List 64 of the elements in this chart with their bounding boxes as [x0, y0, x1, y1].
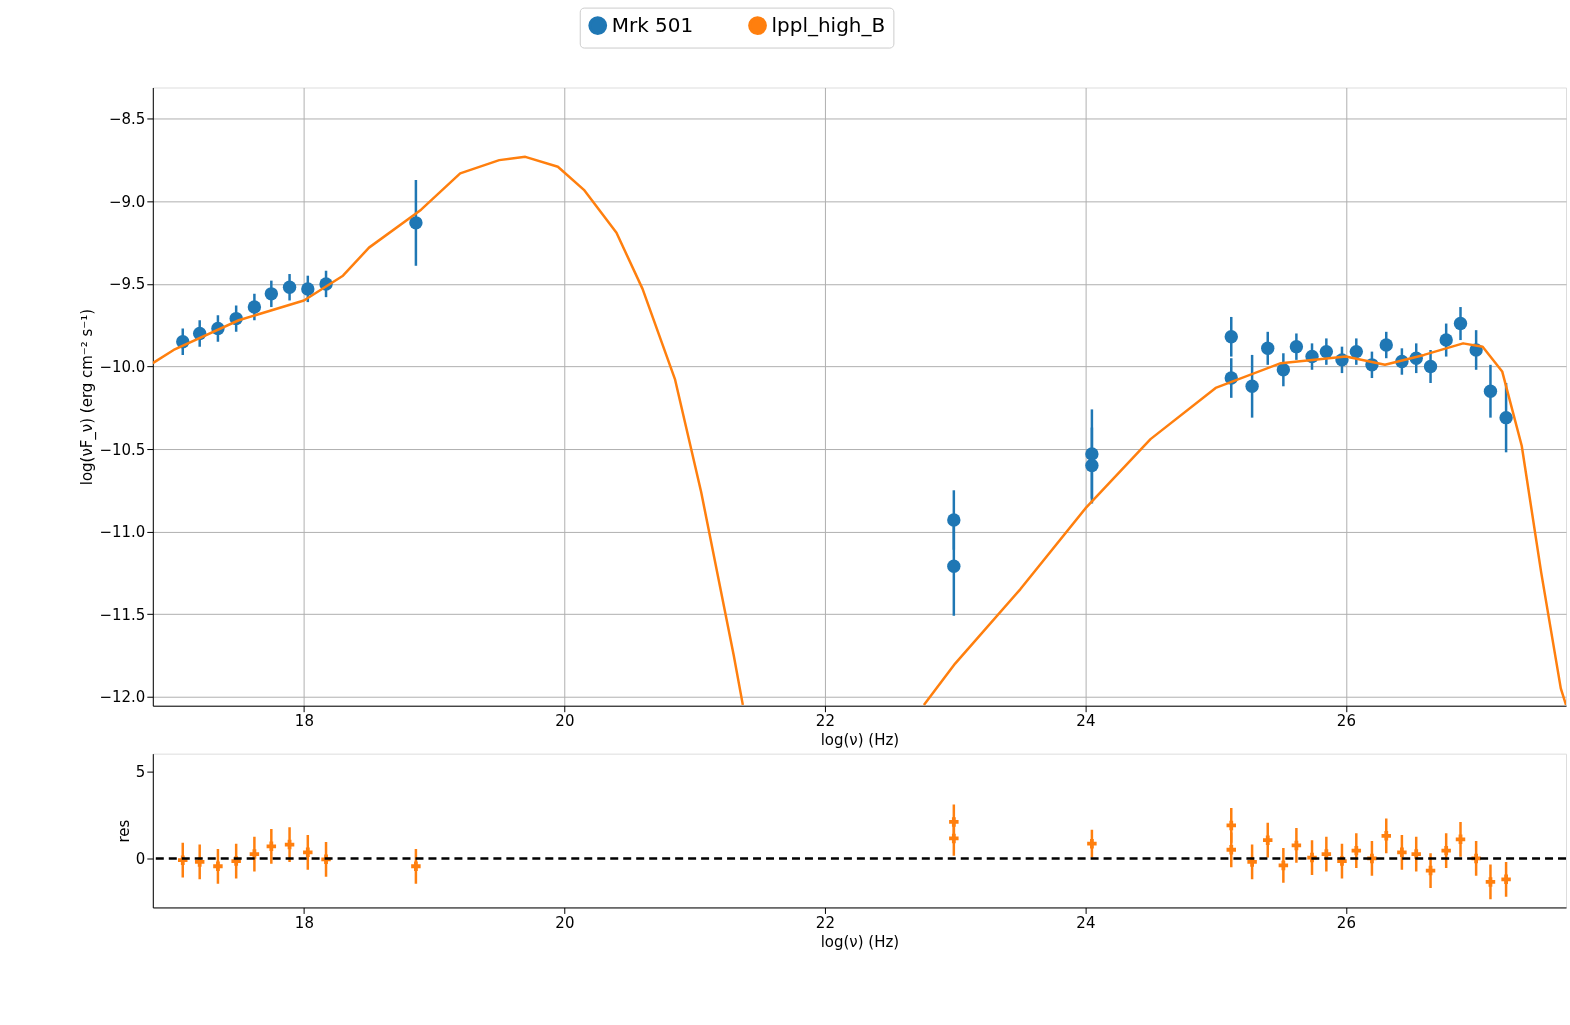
point — [1379, 338, 1393, 352]
point — [1397, 847, 1407, 858]
point — [1276, 363, 1291, 377]
point — [1349, 344, 1363, 359]
point — [264, 287, 279, 301]
y-tick-label: −8.5 — [108, 110, 146, 129]
x-tick-label: 26 — [1336, 913, 1356, 932]
point — [949, 833, 959, 844]
point — [949, 817, 959, 827]
point — [1485, 877, 1496, 887]
point — [1263, 835, 1273, 845]
point — [303, 847, 313, 858]
y-tick-label: −10.5 — [99, 440, 146, 459]
point — [1351, 845, 1362, 856]
point — [1085, 458, 1099, 473]
point — [1261, 341, 1275, 355]
y-axis-title: log(νF_ν) (erg cm⁻² s⁻¹) — [78, 308, 98, 486]
x-tick-label: 18 — [294, 913, 314, 932]
point — [1381, 831, 1391, 841]
point — [1499, 410, 1513, 425]
point — [1411, 849, 1421, 859]
point — [409, 216, 423, 230]
point — [947, 513, 961, 527]
x-tick-label: 26 — [1336, 712, 1356, 731]
point — [1453, 316, 1468, 331]
point — [247, 300, 262, 314]
point — [1483, 384, 1498, 398]
x-axis-title: log(ν) (Hz) — [820, 932, 900, 951]
x-tick-label: 20 — [555, 712, 575, 731]
point — [301, 282, 315, 296]
x-tick-label: 20 — [555, 913, 575, 932]
x-tick-label: 24 — [1076, 913, 1096, 932]
point — [213, 861, 223, 871]
x-tick-label: 24 — [1076, 712, 1096, 731]
point — [1245, 379, 1259, 393]
x-axis-title: log(ν) (Hz) — [820, 731, 900, 750]
point — [266, 841, 277, 852]
point — [1224, 330, 1238, 344]
y-tick-label: −12.0 — [99, 688, 146, 707]
y-tick-label: 5 — [135, 763, 146, 782]
y-tick-label: −10.0 — [99, 357, 146, 376]
x-tick-label: 18 — [294, 712, 314, 731]
y-tick-label: −11.0 — [99, 523, 146, 542]
point — [1289, 339, 1304, 354]
y-tick-label: −9.0 — [108, 192, 146, 211]
point — [1439, 333, 1453, 347]
point — [1226, 845, 1236, 855]
y-tick-label: 0 — [135, 849, 146, 868]
legend-label: Mrk 501 — [611, 12, 694, 37]
point — [947, 559, 961, 573]
point — [1319, 344, 1334, 359]
point — [1501, 874, 1511, 885]
y-tick-label: −11.5 — [99, 605, 146, 624]
y-axis-title: res — [114, 819, 133, 843]
y-tick-label: −9.5 — [108, 275, 146, 294]
point — [282, 280, 297, 294]
point — [1085, 447, 1099, 461]
x-tick-label: 22 — [815, 712, 835, 731]
point — [1087, 838, 1097, 849]
x-tick-label: 22 — [815, 913, 835, 932]
legend-label: lppl_high_B — [771, 12, 886, 37]
point — [1423, 359, 1438, 374]
point — [1441, 845, 1451, 856]
point — [411, 861, 421, 871]
